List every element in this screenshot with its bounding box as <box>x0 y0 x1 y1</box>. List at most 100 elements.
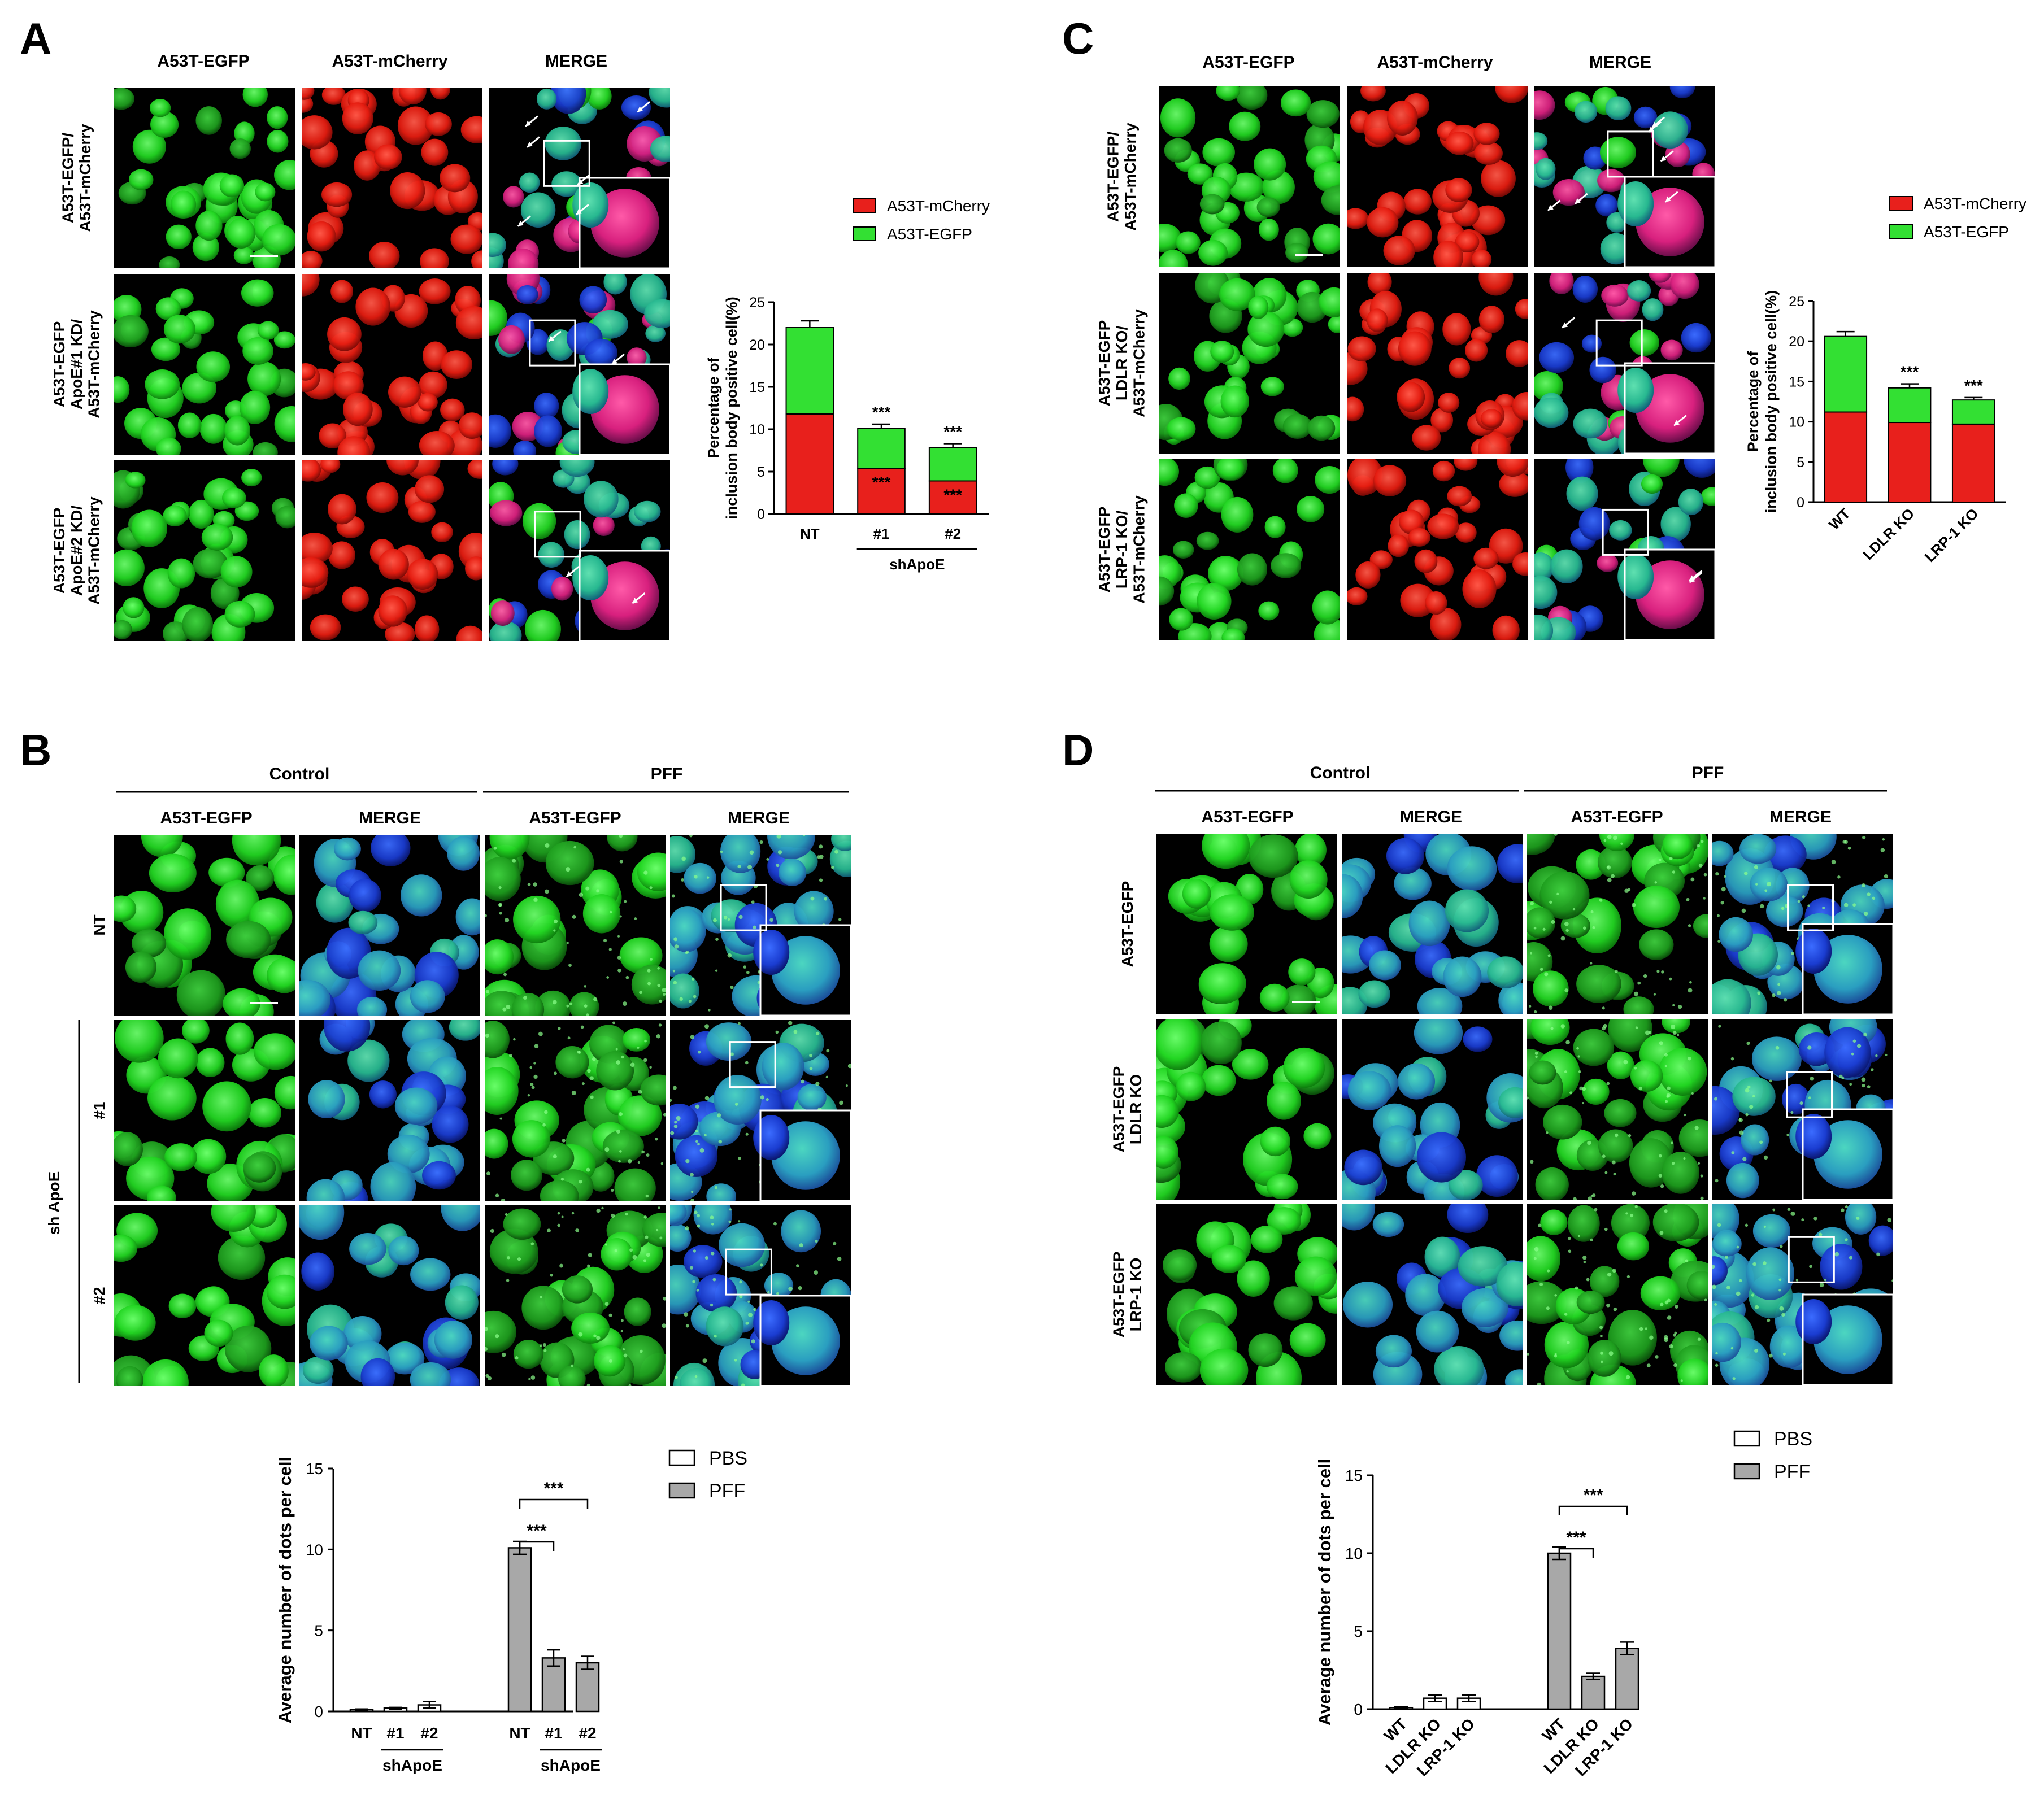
micrograph-tile <box>114 835 295 1016</box>
micrograph-tile <box>114 1205 295 1386</box>
significance-label: *** <box>943 486 962 504</box>
micrograph-tile <box>1342 1019 1523 1200</box>
row-label: A53T-EGFPLDLR KO/A53T-mCherry <box>1095 309 1148 417</box>
row-label: A53T-EGFPApoE#2 KD/A53T-mCherry <box>50 496 103 605</box>
row-label: A53T-EGFP <box>1119 881 1136 967</box>
legend-swatch <box>668 1449 695 1466</box>
panel-letter-d: D <box>1062 725 1094 775</box>
micrograph-tile <box>299 835 480 1016</box>
y-tick-label: 5 <box>1797 455 1804 470</box>
column-label: A53T-EGFP <box>529 809 621 827</box>
micrograph-tile <box>1342 834 1523 1014</box>
micrograph-tile <box>1347 86 1528 267</box>
y-tick-label: 15 <box>1789 374 1804 390</box>
group-label-control: Control <box>1310 764 1371 782</box>
x-tick-label: #2 <box>945 525 961 542</box>
y-tick-label: 20 <box>1789 334 1804 350</box>
side-group-label: sh ApoE <box>45 1171 63 1235</box>
micrograph-tile <box>485 835 666 1016</box>
micrograph-tile <box>1712 1019 1894 1201</box>
micrograph-tile <box>1527 1204 1708 1385</box>
panel-c-row-labels: A53T-EGFP/A53T-mCherry A53T-EGFPLDLR KO/A… <box>1095 123 1148 604</box>
micrograph-tile <box>1159 86 1340 267</box>
bar <box>507 1547 532 1713</box>
x-tick-label: #1 <box>873 525 890 542</box>
legend-label: PBS <box>709 1448 747 1469</box>
y-tick-label: 0 <box>757 507 765 522</box>
legend-label: PFF <box>1774 1461 1810 1483</box>
bar-segment <box>928 447 977 482</box>
legend-swatch <box>668 1482 695 1499</box>
micrograph-tile <box>1342 1204 1523 1385</box>
x-tick-label: #2 <box>579 1724 596 1742</box>
legend-swatch <box>1733 1463 1760 1480</box>
x-tick-label: NT <box>800 525 820 542</box>
micrograph-tile <box>485 1020 666 1201</box>
bar <box>1581 1675 1606 1710</box>
column-label: A53T-EGFP <box>1201 808 1293 826</box>
y-tick-label: 5 <box>314 1622 323 1640</box>
y-tick-label: 25 <box>1789 294 1804 310</box>
panel-d-image-grid <box>1156 834 1894 1386</box>
micrograph-tile <box>670 1205 852 1387</box>
y-tick-label: 15 <box>749 380 765 395</box>
y-tick-label: 10 <box>1345 1545 1363 1562</box>
micrograph-tile <box>302 88 482 268</box>
y-tick-label: 20 <box>749 337 765 353</box>
legend-label: A53T-mCherry <box>887 197 990 215</box>
chart-b-grouped-bar: 0 5 10 15 Average number of dots per cell NT #… <box>275 1448 747 1774</box>
y-tick-label: 15 <box>306 1460 323 1478</box>
micrograph-tile <box>299 1020 480 1201</box>
legend-swatch <box>853 226 876 241</box>
legend-swatch <box>853 198 876 213</box>
micrograph-tile <box>1527 1019 1708 1200</box>
micrograph-tile <box>489 88 671 269</box>
panel-b-image-grid <box>114 835 852 1387</box>
bar-segment <box>1888 387 1932 424</box>
chart-c-stacked-bar: 0 5 10 15 20 25 Percentage ofinclusion body po… <box>1745 195 2026 565</box>
significance-label: *** <box>943 423 962 441</box>
x-tick-label: NT <box>351 1724 372 1742</box>
panel-d-row-labels: A53T-EGFP A53T-EGFPLDLR KO A53T-EGFPLRP-1 … <box>1110 881 1145 1337</box>
legend-swatch <box>1889 224 1913 239</box>
bar-segment <box>1824 335 1868 413</box>
group-label-control: Control <box>269 765 330 783</box>
y-axis-label: Average number of dots per cell <box>275 1457 295 1724</box>
bar <box>1615 1648 1639 1710</box>
row-label: A53T-EGFPLRP-1 KO/A53T-mCherry <box>1095 495 1148 604</box>
x-tick-label: WT <box>1825 505 1854 533</box>
group-label-pff: PFF <box>1692 764 1724 782</box>
column-label: MERGE <box>1589 53 1651 72</box>
group-label: shApoE <box>889 556 945 573</box>
bar-segment <box>1824 411 1868 503</box>
y-tick-label: 0 <box>1797 495 1804 511</box>
micrograph-tile <box>489 460 671 642</box>
y-tick-label: 10 <box>749 422 765 438</box>
legend-label: PBS <box>1774 1428 1812 1450</box>
group-label-pff: PFF <box>651 765 683 783</box>
panel-letter-c: C <box>1062 14 1094 63</box>
significance-label: *** <box>872 473 891 491</box>
panel-b-header: Control PFF A53T-EGFP MERGE A53T-EGFP ME… <box>116 765 849 827</box>
micrograph-tile <box>1534 273 1716 455</box>
significance-label: *** <box>543 1479 563 1498</box>
column-label: MERGE <box>1400 808 1462 826</box>
bar-segment <box>785 413 834 515</box>
comparison-bracket <box>519 1541 555 1551</box>
panel-a-image-grid <box>114 88 671 642</box>
y-tick-label: 5 <box>1354 1623 1363 1640</box>
bar-segment <box>1951 399 1995 425</box>
row-label: #1 <box>90 1101 108 1119</box>
micrograph-tile <box>1712 834 1894 1016</box>
comparison-bracket <box>519 1498 589 1509</box>
group-label: shApoE <box>541 1757 601 1774</box>
micrograph-tile <box>485 1205 666 1386</box>
column-label: A53T-mCherry <box>1377 53 1493 72</box>
y-tick-label: 0 <box>314 1703 323 1720</box>
micrograph-tile <box>1156 1204 1337 1385</box>
y-tick-label: 10 <box>306 1541 323 1558</box>
row-label: A53T-EGFP/A53T-mCherry <box>1104 123 1139 231</box>
bar-segment <box>928 480 977 515</box>
